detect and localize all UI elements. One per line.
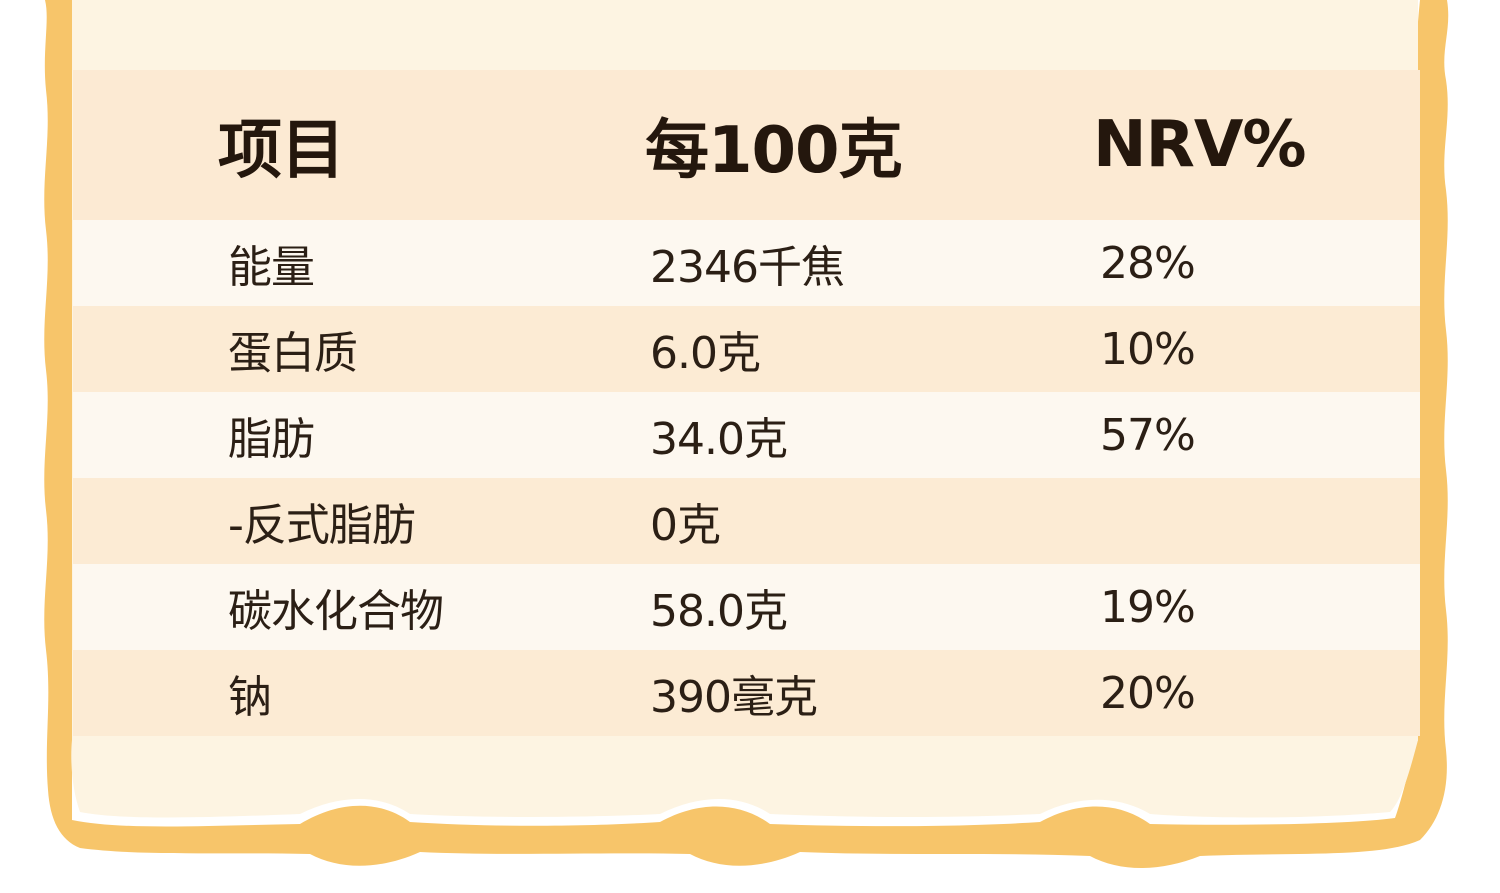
row-item: -反式脂肪 <box>228 500 416 551</box>
row-per-100g: 34.0克 <box>650 414 788 465</box>
row-nrv: 10% <box>1100 323 1196 375</box>
row-per-100g: 390毫克 <box>650 672 818 723</box>
nutrition-table: 项目 每100克 NRV% 能量 2346千焦 28% 蛋白质 6.0克 10%… <box>73 70 1420 736</box>
table-row: 钠 390毫克 20% <box>73 650 1420 736</box>
row-item: 能量 <box>228 242 315 293</box>
row-nrv: 28% <box>1100 237 1196 289</box>
row-per-100g: 2346千焦 <box>650 242 845 293</box>
row-item: 蛋白质 <box>228 328 358 379</box>
row-item: 脂肪 <box>228 414 315 465</box>
table-row: 蛋白质 6.0克 10% <box>73 306 1420 392</box>
row-nrv: 20% <box>1100 667 1196 719</box>
row-item: 碳水化合物 <box>228 586 444 637</box>
table-row: -反式脂肪 0克 <box>73 478 1420 564</box>
table-row: 脂肪 34.0克 57% <box>73 392 1420 478</box>
row-per-100g: 6.0克 <box>650 328 761 379</box>
row-item: 钠 <box>228 672 272 723</box>
header-nrv: NRV% <box>1093 108 1306 182</box>
row-per-100g: 58.0克 <box>650 586 788 637</box>
table-row: 碳水化合物 58.0克 19% <box>73 564 1420 650</box>
row-nrv: 57% <box>1100 409 1196 461</box>
header-per-100g: 每100克 <box>645 114 903 188</box>
row-nrv: 19% <box>1100 581 1196 633</box>
row-per-100g: 0克 <box>650 500 721 551</box>
header-item: 项目 <box>218 114 345 188</box>
table-row: 能量 2346千焦 28% <box>73 220 1420 306</box>
table-header-row: 项目 每100克 NRV% <box>73 70 1420 220</box>
